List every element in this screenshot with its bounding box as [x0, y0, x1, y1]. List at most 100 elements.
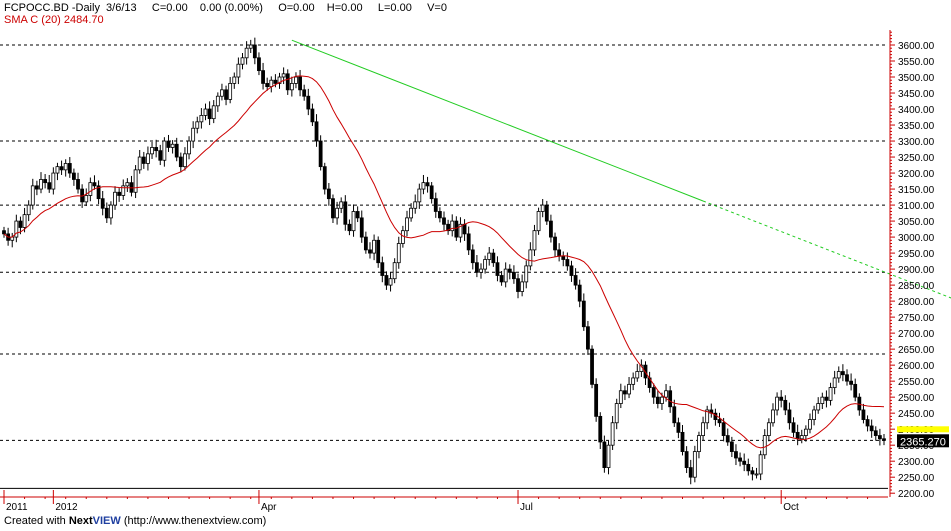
candle-body [183, 153, 187, 168]
candle-body [536, 211, 541, 232]
candle-body [618, 390, 623, 404]
y-tick-label: 2300.00 [898, 457, 935, 468]
y-tick-label: 2200.00 [898, 489, 935, 500]
candle-body [738, 457, 742, 462]
candles [2, 37, 886, 485]
candle-body [285, 73, 290, 91]
candle-body [725, 435, 730, 443]
candle-body [232, 76, 237, 84]
candle-body [795, 431, 800, 440]
footer-prefix: Created with [4, 515, 69, 527]
y-axis: 2200.002250.002300.002350.002400.002450.… [889, 30, 935, 500]
candle-body [544, 204, 549, 222]
candle-body [400, 230, 405, 244]
candle-body [581, 300, 586, 328]
candle-body [631, 377, 636, 385]
y-tick-label: 3600.00 [898, 41, 935, 52]
candle-body [586, 326, 590, 350]
candle-body [766, 422, 771, 436]
candle-body [310, 108, 315, 123]
candle-body [146, 153, 150, 164]
candle-body [705, 409, 710, 424]
candle-body [150, 147, 154, 155]
candle-body [318, 140, 323, 168]
y-tick-label: 3150.00 [898, 185, 935, 196]
candle-body [203, 108, 208, 116]
candle-body [261, 70, 265, 84]
candle-body [729, 441, 734, 452]
candle-body [396, 243, 401, 264]
candle-body [808, 419, 812, 430]
candle-body [606, 444, 611, 468]
candle-body [602, 441, 607, 468]
candle-body [372, 239, 376, 254]
candle-body [734, 451, 738, 459]
candle-body [269, 79, 274, 88]
candle-body [34, 185, 39, 190]
candle-body [623, 390, 627, 395]
candle-body [298, 76, 302, 91]
candle-body [433, 198, 438, 212]
candle-body [384, 275, 389, 286]
candle-body [470, 249, 475, 264]
candle-body [109, 204, 113, 219]
y-tick-label: 2950.00 [898, 249, 935, 260]
x-tick-label: 2012 [55, 502, 78, 513]
trendline [291, 39, 951, 299]
candle-body [88, 182, 93, 196]
candle-body [39, 179, 43, 190]
candle-body [207, 108, 212, 120]
candle-body [76, 179, 80, 190]
candle-body [158, 150, 163, 161]
candle-body [688, 467, 693, 478]
candle-body [610, 422, 615, 446]
candle-body [257, 57, 261, 72]
candle-body [491, 252, 496, 264]
candle-body [113, 191, 117, 206]
candle-body [331, 198, 335, 219]
candle-body [289, 83, 294, 91]
candle-body [750, 470, 755, 475]
candle-body [368, 249, 372, 254]
y-tick-label: 3500.00 [898, 73, 935, 84]
sma-line [3, 75, 885, 449]
candle-body [676, 422, 681, 433]
candle-body [339, 201, 344, 209]
candle-body [466, 233, 471, 251]
trendline-dashed [702, 200, 951, 299]
candle-body [540, 204, 545, 212]
y-tick-label: 2450.00 [898, 409, 935, 420]
candle-body [454, 220, 459, 238]
candle-body [195, 121, 200, 129]
candle-body [762, 435, 767, 456]
candle-body [363, 236, 368, 251]
y-tick-label: 2700.00 [898, 329, 935, 340]
candle-body [191, 127, 196, 142]
candle-body [252, 44, 257, 59]
x-axis: 20112012AprJulOct2013 [0, 490, 888, 513]
candle-body [273, 79, 278, 84]
candle-body [758, 454, 763, 475]
candle-body [450, 220, 455, 232]
candle-body [717, 419, 722, 424]
candle-body [314, 121, 319, 142]
candle-body [791, 422, 796, 433]
candle-body [335, 207, 339, 219]
candle-body [236, 63, 241, 78]
candle-body [199, 115, 204, 123]
candle-body [84, 195, 89, 203]
candle-body [873, 430, 878, 436]
footer-credit: Created with NextVIEW (http://www.thenex… [4, 515, 266, 527]
candle-body [26, 204, 31, 216]
candle-body [528, 249, 533, 267]
candle-body [425, 182, 430, 187]
horizontal-lines [0, 44, 888, 489]
candle-body [170, 143, 175, 148]
y-tick-label: 2650.00 [898, 345, 935, 356]
candle-body [849, 380, 854, 385]
candle-body [573, 275, 578, 286]
candle-body [174, 143, 179, 158]
candle-body [294, 76, 298, 84]
candle-body [409, 207, 414, 219]
candle-body [446, 223, 451, 232]
